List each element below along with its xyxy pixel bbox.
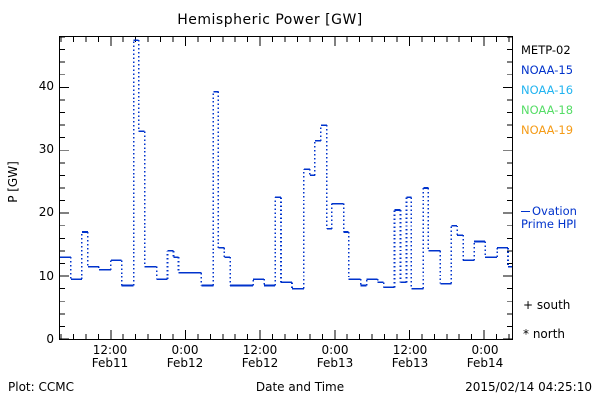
x-tick-label: 12:00 Feb11 — [65, 344, 155, 370]
y-axis-tick-labels: 0 10 20 30 40 — [10, 36, 54, 346]
x-tick-date: Feb13 — [391, 356, 429, 370]
x-axis-title: Date and Time — [255, 380, 345, 394]
y-tick-label: 10 — [38, 268, 54, 283]
x-tick-time: 12:00 — [392, 343, 428, 357]
legend-item-metp-02: METP-02 — [521, 43, 571, 57]
x-tick-label: 12:00 Feb13 — [365, 344, 455, 370]
legend-ovation-prime-hpi: Ovation Prime HPI — [521, 205, 600, 231]
x-tick-label: 0:00 Feb13 — [290, 344, 380, 370]
x-tick-date: Feb12 — [241, 356, 279, 370]
x-tick-label: 0:00 Feb12 — [140, 344, 230, 370]
x-tick-time: 12:00 — [92, 343, 128, 357]
x-tick-date: Feb13 — [316, 356, 354, 370]
x-tick-label: 12:00 Feb12 — [215, 344, 305, 370]
legend-marker-north: * north — [523, 327, 566, 341]
x-tick-label: 0:00 Feb14 — [440, 344, 530, 370]
x-tick-date: Feb11 — [91, 356, 129, 370]
y-tick-label: 0 — [46, 332, 54, 346]
footer-plot-source: Plot: CCMC — [8, 380, 74, 394]
legend-item-noaa-15: NOAA-15 — [521, 63, 574, 77]
legend-item-noaa-19: NOAA-19 — [521, 123, 574, 137]
legend-marker-south: + south — [523, 298, 571, 312]
series-ovation-prime-hpi — [60, 39, 512, 290]
legend-satellites: METP-02 NOAA-15 NOAA-16 NOAA-18 NOAA-19 — [521, 40, 600, 140]
ovation-line-sample — [521, 211, 530, 212]
legend-item-noaa-18: NOAA-18 — [521, 103, 574, 117]
ovation-label-line2: Prime HPI — [521, 217, 577, 231]
legend-item-noaa-16: NOAA-16 — [521, 83, 574, 97]
y-tick-label: 20 — [38, 205, 54, 220]
data-series-canvas — [60, 37, 512, 339]
page-title: Hemispheric Power [GW] — [177, 12, 363, 28]
ovation-label-line1: Ovation — [532, 204, 577, 218]
x-axis-tick-labels: 12:00 Feb11 0:00 Feb12 12:00 Feb12 0:00 Feb13 12… — [0, 344, 600, 374]
x-tick-time: 12:00 — [242, 343, 278, 357]
plot-area — [59, 36, 513, 340]
x-tick-date: Feb14 — [466, 356, 504, 370]
x-tick-time: 0:00 — [321, 343, 349, 357]
x-tick-time: 0:00 — [171, 343, 199, 357]
y-tick-label: 40 — [38, 78, 54, 93]
y-tick-label: 30 — [38, 142, 54, 156]
x-tick-time: 0:00 — [471, 343, 499, 357]
y-axis-title: P [GW] — [6, 161, 20, 203]
axis-ticks — [60, 37, 512, 339]
x-tick-date: Feb12 — [166, 356, 204, 370]
footer-timestamp: 2015/02/14 04:25:10 — [465, 380, 592, 394]
